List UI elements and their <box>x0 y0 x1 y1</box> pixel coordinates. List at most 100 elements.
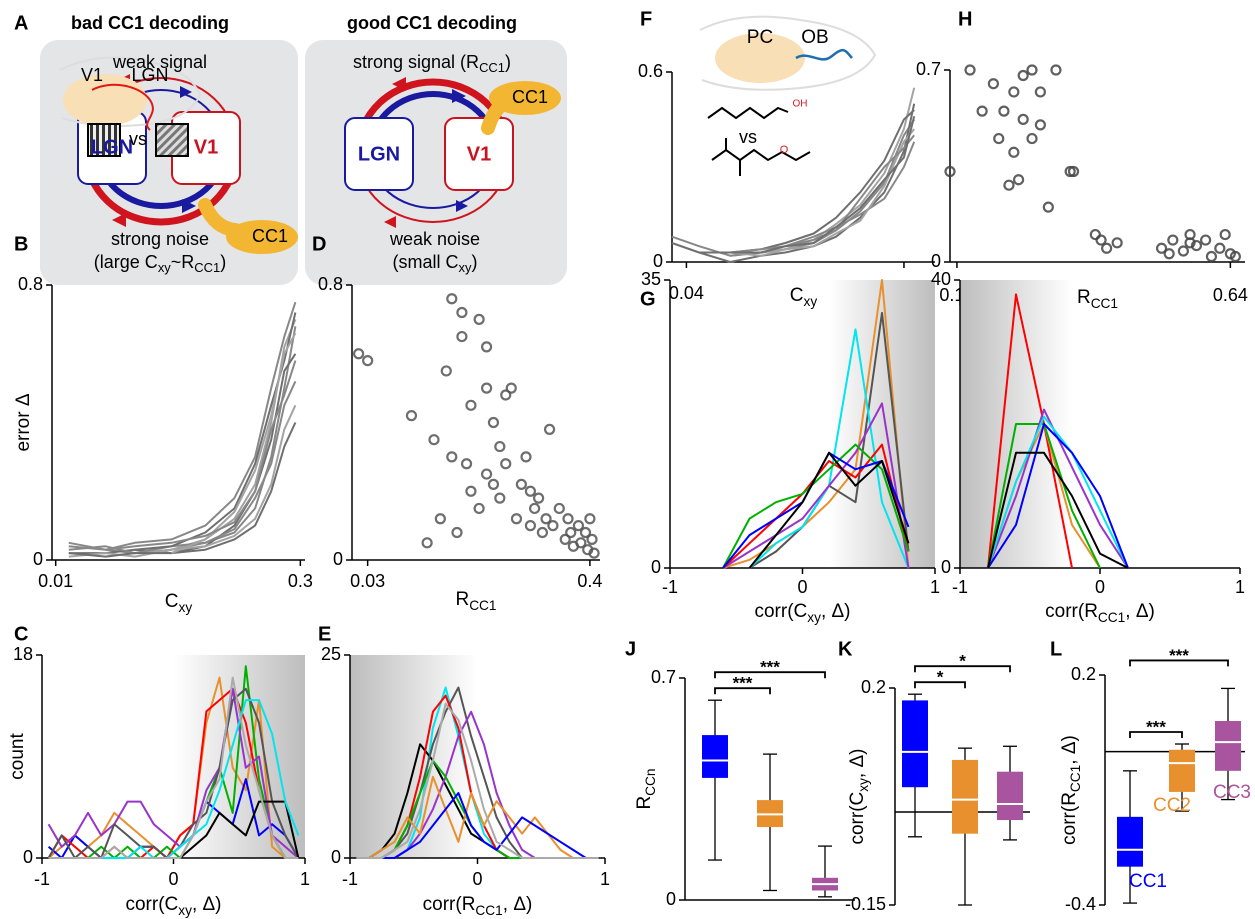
inset-label: vs <box>739 127 757 147</box>
text-part: corr(C <box>754 601 807 622</box>
node-label: LGN <box>358 143 400 165</box>
series-line <box>105 301 297 551</box>
point <box>456 306 468 319</box>
text-part: C <box>790 285 804 306</box>
point <box>584 513 596 525</box>
text-part: corr(C <box>125 894 178 915</box>
text-part: ) <box>471 252 477 272</box>
inset-f <box>699 15 877 176</box>
point <box>1101 242 1113 254</box>
x-tick-label: 0.01 <box>38 571 73 591</box>
box <box>1169 749 1195 792</box>
point <box>494 492 506 504</box>
text-part: (small C <box>393 252 459 272</box>
y-tick-label: 0 <box>931 251 941 271</box>
point <box>440 365 452 377</box>
series-line <box>730 116 916 254</box>
point <box>480 382 493 394</box>
series-line <box>105 319 297 558</box>
pathway <box>795 48 853 61</box>
text-part: CCn <box>643 768 658 795</box>
point <box>446 451 458 463</box>
x-axis-label: corr(Cxy, Δ) <box>754 601 850 625</box>
box <box>1215 721 1241 771</box>
significance-bracket <box>714 671 826 679</box>
significance-label: * <box>959 652 966 671</box>
y-tick-label: 0 <box>941 557 951 577</box>
point <box>505 382 517 394</box>
panel-label: L <box>1050 638 1062 660</box>
panel-title: good CC1 decoding <box>347 13 517 33</box>
point <box>1034 86 1046 98</box>
cc-label: CC1 <box>512 87 548 107</box>
inset-label: O <box>780 144 789 156</box>
point <box>1089 228 1101 241</box>
arrowhead <box>456 200 468 212</box>
x-axis-label: Cxy <box>165 591 193 615</box>
series-line <box>48 676 299 859</box>
y-tick-label: 40 <box>931 269 951 289</box>
y-tick-label: 0 <box>653 251 663 271</box>
significance-bracket <box>714 687 771 695</box>
point <box>480 468 493 480</box>
series-line <box>47 687 300 859</box>
node-box <box>444 117 514 191</box>
node-label: V1 <box>194 136 218 158</box>
point <box>465 399 477 411</box>
arrowhead <box>182 199 196 213</box>
text-part: xy <box>158 260 171 275</box>
point <box>553 502 565 515</box>
series-line <box>987 415 1129 569</box>
point <box>1064 165 1076 178</box>
series-line <box>68 353 297 555</box>
point <box>540 513 552 525</box>
y-tick-label: 0 <box>33 549 43 569</box>
box-label: CC2 <box>1153 795 1191 816</box>
y-tick-label: -0.15 <box>845 894 886 914</box>
x-tick-label: 0.64 <box>1213 285 1248 305</box>
panel-label: B <box>14 233 28 255</box>
text-part: corr(C <box>847 792 868 845</box>
point <box>520 451 532 463</box>
point <box>1163 248 1175 260</box>
point <box>524 485 537 497</box>
point <box>559 533 571 545</box>
point <box>993 132 1005 145</box>
point <box>575 537 587 549</box>
point <box>494 440 506 453</box>
point <box>1026 132 1038 145</box>
x-axis-label: RCC1 <box>455 589 496 613</box>
series-line <box>987 293 1073 569</box>
y-tick-label: 0 <box>23 847 33 867</box>
shaded-region <box>829 280 935 568</box>
text-part: strong signal (R <box>353 52 479 72</box>
series-line <box>356 775 599 859</box>
point <box>500 389 512 401</box>
panel-label: H <box>958 8 972 30</box>
point <box>976 105 988 117</box>
series-line <box>356 702 599 859</box>
text-part: CC1 <box>469 598 496 613</box>
text-part: CC1 <box>1091 296 1118 311</box>
x-axis-label: corr(RCC1, Δ) <box>1045 601 1155 625</box>
point <box>1042 201 1054 213</box>
x-axis-label: Cxy <box>790 285 818 309</box>
x-tick-label: 1 <box>1235 577 1245 597</box>
point <box>487 416 500 429</box>
text-part: R <box>455 589 469 610</box>
text-part: xy <box>178 903 192 918</box>
point <box>515 478 527 490</box>
box <box>952 759 978 834</box>
point <box>543 423 556 435</box>
point <box>1111 237 1123 249</box>
series-line <box>730 128 915 257</box>
point <box>532 492 545 504</box>
panel-label: E <box>318 623 331 645</box>
point <box>579 526 592 539</box>
significance-label: *** <box>1169 646 1189 665</box>
point <box>529 502 541 515</box>
point <box>1008 146 1020 158</box>
y-tick-label: 35 <box>641 269 661 289</box>
arrowhead <box>384 216 396 228</box>
